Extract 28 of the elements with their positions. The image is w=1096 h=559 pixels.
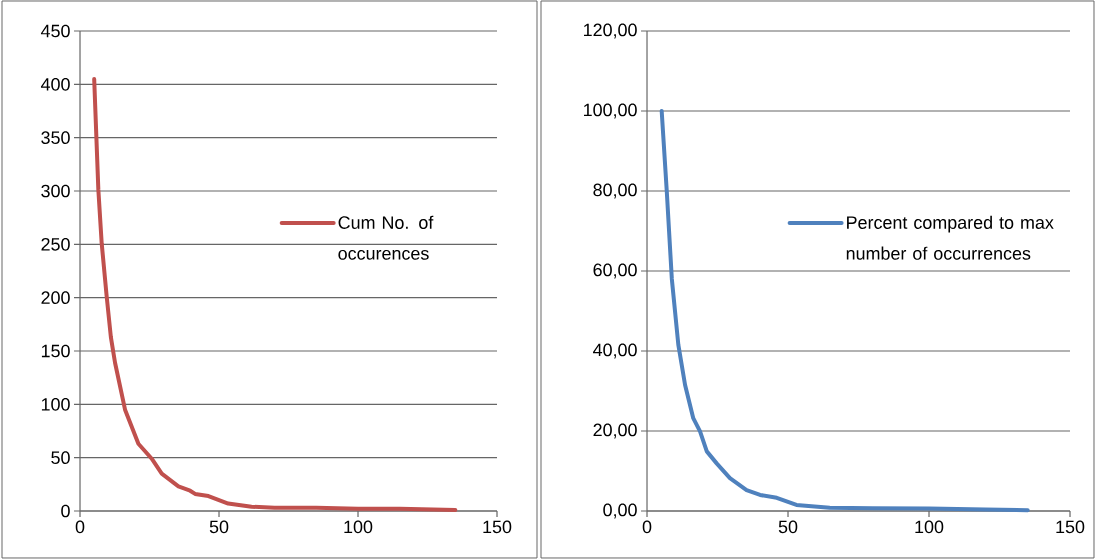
y-tick-label: 100,00 [584,103,637,119]
line-series [92,76,458,512]
y-tick-label: 0,00 [603,503,637,519]
legend-label: Percent compared to max number of occurrences [846,215,1054,260]
y-tick-label: 120,00 [584,23,637,39]
y-tick-label: 450 [40,24,70,38]
y-tick-label: 350 [41,131,70,144]
y-tick-label: 50 [51,451,70,464]
x-tick-label: 0 [75,520,85,534]
legend-label: Cum No. of occurences [338,215,434,260]
x-tick-label: 100 [344,520,373,534]
x-tick-label: 0 [642,520,652,534]
y-tick-label: 150 [41,344,70,358]
y-tick-label: 100 [41,397,70,411]
x-tick-label: 50 [778,520,798,534]
y-tick-label: 200 [41,291,70,304]
y-tick-label: 60,00 [593,263,637,279]
y-tick-label: 250 [41,237,70,251]
x-tick-label: 150 [483,520,512,534]
y-tick-label: 400 [40,77,70,91]
y-tick-label: 80,00 [593,183,637,199]
y-tick-label: 20,00 [593,423,637,439]
y-tick-label: 40,00 [593,343,637,359]
y-tick-label: 300 [41,184,70,198]
x-tick-label: 150 [1056,520,1085,534]
y-tick-label: 0 [61,504,70,518]
x-tick-label: 100 [915,520,944,534]
x-tick-label: 50 [209,520,229,534]
